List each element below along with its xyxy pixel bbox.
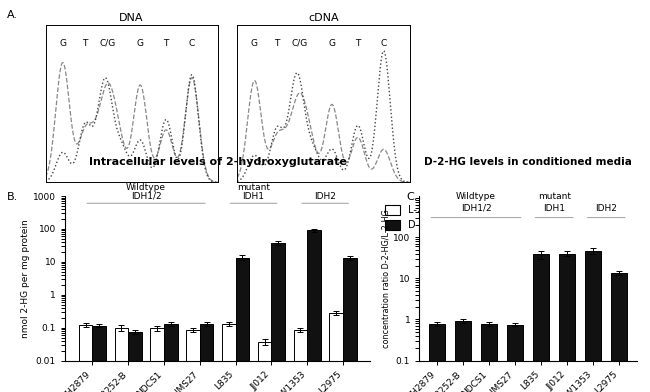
Bar [114,328,128,392]
Text: mutant: mutant [237,183,270,192]
Text: Wildtype: Wildtype [126,183,166,192]
Text: T: T [274,39,280,48]
Title: cDNA: cDNA [308,13,339,23]
Bar [507,325,523,392]
Bar [481,324,497,392]
Text: C/G: C/G [291,39,307,48]
Text: G: G [251,39,258,48]
Text: B.: B. [6,192,18,202]
Text: Wildtype: Wildtype [456,192,496,201]
Bar [150,328,164,392]
Bar [560,254,575,392]
Bar [92,326,106,392]
Bar [343,258,357,392]
Bar [128,332,142,392]
Y-axis label: concentration ratio D-2-HG/L-2-HG: concentration ratio D-2-HG/L-2-HG [381,209,390,348]
Bar [455,321,471,392]
Bar [164,324,177,392]
Text: IDH1: IDH1 [242,192,265,201]
Text: G: G [59,39,66,48]
Legend: L-2-HG, D-2-HG: L-2-HG, D-2-HG [382,201,447,234]
Text: C: C [188,39,195,48]
Y-axis label: nmol 2-HG per mg protein: nmol 2-HG per mg protein [21,219,30,338]
Text: C/G: C/G [99,39,116,48]
Text: T: T [163,39,169,48]
Text: IDH2: IDH2 [595,204,617,213]
Bar [79,325,92,392]
Text: IDH1/2: IDH1/2 [461,204,491,213]
Title: DNA: DNA [120,13,144,23]
Text: T: T [355,39,361,48]
Bar [272,243,285,392]
Text: C.: C. [406,192,417,202]
Title: D-2-HG levels in conditioned media: D-2-HG levels in conditioned media [424,158,632,167]
Bar [294,330,307,392]
Text: IDH2: IDH2 [314,192,336,201]
Bar [330,313,343,392]
Text: C: C [380,39,387,48]
Text: A.: A. [6,10,18,20]
Bar [200,324,213,392]
Bar [236,258,249,392]
Bar [534,254,549,392]
Bar [187,330,200,392]
Text: T: T [83,39,88,48]
Text: IDH1/2: IDH1/2 [131,192,161,201]
Text: IDH1: IDH1 [543,204,565,213]
Bar [429,324,445,392]
Text: G: G [136,39,144,48]
Bar [307,230,321,392]
Text: mutant: mutant [538,192,571,201]
Bar [586,250,601,392]
Bar [258,341,272,392]
Title: Intracellular levels of 2-hydroxyglutarate: Intracellular levels of 2-hydroxyglutara… [89,158,346,167]
Bar [612,273,627,392]
Text: G: G [328,39,335,48]
Bar [222,324,236,392]
